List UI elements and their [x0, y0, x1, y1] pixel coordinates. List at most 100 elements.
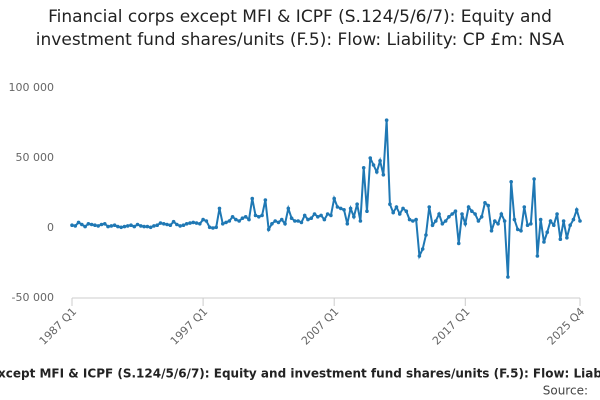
data-point: [338, 206, 343, 211]
data-point: [522, 205, 527, 209]
data-point: [358, 219, 363, 223]
data-point: [470, 209, 474, 213]
data-point: [371, 163, 376, 167]
data-point: [447, 215, 451, 219]
data-point: [125, 224, 130, 228]
data-point: [555, 212, 559, 216]
data-line: [71, 120, 581, 278]
data-point: [122, 224, 127, 229]
data-point: [345, 222, 350, 226]
data-point: [512, 217, 517, 222]
data-point: [240, 216, 245, 220]
data-point: [384, 118, 389, 122]
data-point: [414, 217, 418, 222]
data-point: [145, 224, 150, 229]
data-point: [378, 159, 382, 163]
data-point: [257, 215, 261, 219]
data-point: [391, 210, 395, 215]
data-point: [211, 226, 215, 230]
data-point: [283, 222, 287, 226]
data-point: [293, 219, 297, 223]
data-point: [525, 223, 530, 227]
data-point: [437, 212, 441, 216]
data-point: [247, 217, 251, 222]
data-point: [433, 219, 438, 223]
data-point: [273, 219, 278, 223]
data-point: [191, 220, 196, 225]
data-point: [148, 225, 153, 230]
data-point: [289, 216, 294, 220]
y-tick-label: 50 000: [16, 151, 55, 164]
chart-title: Financial corps except MFI & ICPF (S.124…: [35, 7, 565, 50]
data-point: [551, 223, 556, 227]
data-point: [417, 254, 422, 258]
data-point: [571, 217, 576, 222]
data-point: [443, 219, 448, 223]
data-point: [227, 219, 232, 223]
data-point: [545, 230, 550, 234]
data-point: [375, 170, 379, 174]
data-point: [565, 236, 569, 240]
data-point: [394, 205, 399, 209]
data-point: [519, 229, 523, 233]
data-point: [89, 222, 94, 227]
x-tick-label: 2025 Q4: [545, 305, 588, 348]
data-point: [204, 219, 209, 223]
data-point: [96, 224, 101, 228]
data-point: [253, 213, 258, 218]
chart-subtitle: Financial corps except MFI & ICPF (S.124…: [0, 367, 600, 381]
data-point: [119, 225, 123, 230]
data-point: [499, 212, 504, 216]
data-point: [456, 241, 461, 246]
data-point: [496, 222, 500, 226]
data-point: [558, 237, 563, 241]
data-point: [302, 213, 307, 218]
data-point: [116, 224, 120, 229]
data-point: [502, 219, 507, 223]
data-point: [73, 224, 78, 228]
data-point: [76, 220, 81, 225]
data-point: [270, 222, 274, 226]
data-point: [266, 227, 271, 232]
data-point: [542, 240, 546, 244]
data-point: [479, 215, 484, 219]
data-point: [296, 219, 300, 223]
data-point: [473, 212, 477, 216]
data-point: [112, 223, 117, 227]
data-point: [407, 217, 412, 222]
data-point: [335, 205, 340, 209]
data-point: [188, 221, 192, 225]
data-point: [361, 166, 366, 170]
y-tick-label: 100 000: [9, 81, 55, 94]
x-tick-label: 2017 Q1: [430, 305, 473, 348]
data-point: [538, 217, 543, 222]
data-point: [529, 222, 533, 226]
data-point: [466, 205, 471, 209]
data-point: [86, 222, 91, 226]
data-point: [355, 202, 359, 206]
data-point: [106, 224, 110, 229]
data-point: [453, 209, 458, 213]
data-point: [99, 222, 104, 227]
data-point: [483, 201, 487, 205]
data-point: [574, 208, 579, 212]
data-point: [489, 229, 494, 233]
data-point: [460, 212, 464, 216]
y-tick-label: 0: [47, 221, 54, 234]
data-point: [70, 223, 74, 227]
data-point: [158, 221, 163, 225]
data-point: [312, 212, 317, 216]
data-point: [80, 222, 84, 227]
data-point: [325, 212, 330, 216]
data-point: [440, 222, 445, 226]
data-point: [476, 219, 481, 223]
x-tick-label: 2007 Q1: [299, 305, 342, 348]
data-point: [404, 209, 409, 213]
data-point: [381, 173, 386, 177]
data-point: [515, 227, 520, 232]
data-point: [401, 206, 405, 211]
data-point: [368, 156, 373, 160]
data-point: [161, 222, 166, 226]
